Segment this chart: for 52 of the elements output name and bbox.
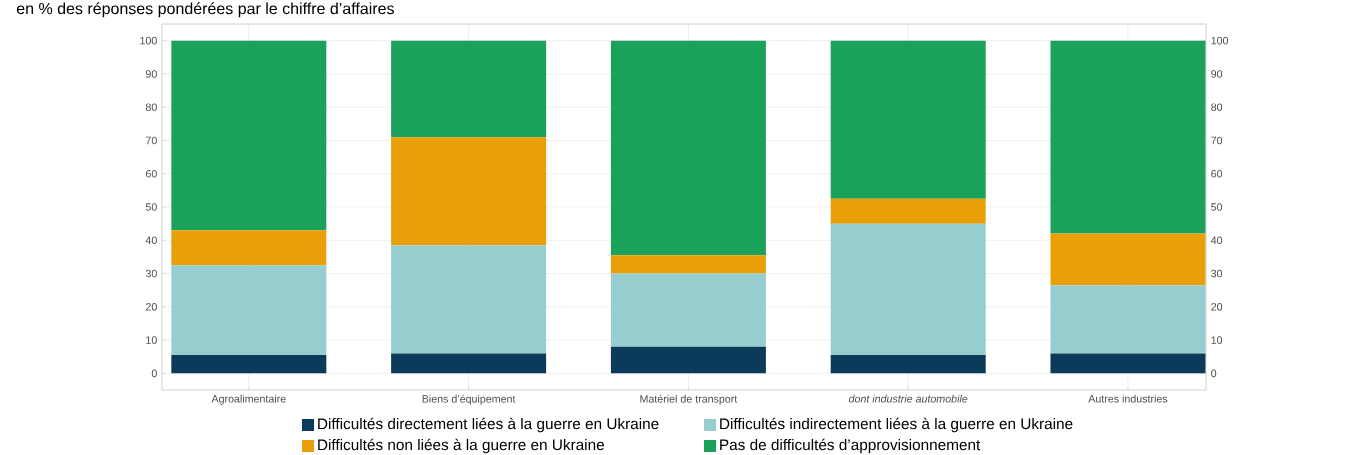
bar [391, 353, 547, 374]
bar [830, 223, 986, 356]
y-tick-label: 0 [1211, 369, 1217, 378]
y2-tick-label: 80 [145, 103, 157, 111]
y-tick-label: 20 [1211, 303, 1223, 311]
legend-label: Difficultés non liées à la guerre en Ukraine [318, 438, 604, 454]
y2-tick-label: 20 [145, 303, 157, 311]
bar [171, 230, 327, 266]
y-tick-label: 70 [1211, 136, 1223, 145]
x-tick-label: Autres industries [1088, 394, 1168, 403]
bar [610, 40, 766, 256]
y2-tick-label: 70 [145, 136, 157, 145]
bar [171, 40, 327, 231]
y-tick-label: 10 [1211, 336, 1223, 344]
y-tick-label: 50 [1211, 203, 1223, 211]
chart-subtitle: en % des réponses pondérées par le chiffre d’affaires [16, 2, 394, 18]
bar [610, 346, 766, 374]
bar [610, 273, 766, 347]
y-tick-label: 100 [1211, 36, 1229, 45]
y-tick-label: 80 [1211, 103, 1223, 111]
bar [1050, 285, 1206, 354]
y2-tick-label: 10 [146, 336, 157, 344]
x-tick-label: Matériel de transport [640, 394, 738, 405]
bar [391, 137, 547, 246]
y2-tick-label: 50 [145, 203, 157, 211]
legend-label: Pas de difficultés d’approvisionnement [720, 438, 981, 454]
y2-tick-label: 40 [145, 236, 157, 245]
y2-tick-label: 90 [145, 70, 157, 78]
y2-tick-label: 0 [151, 369, 157, 378]
legend-label: Difficultés indirectement liées à la guerre en Ukraine [720, 417, 1073, 433]
x-tick-label: Agroalimentaire [211, 394, 286, 405]
bar [1050, 353, 1206, 374]
y2-tick-label: 60 [145, 169, 157, 178]
y-tick-label: 30 [1211, 269, 1223, 278]
legend-label: Difficultés directement liées à la guerre en Ukraine [318, 417, 659, 433]
x-tick-label: dont industrie automobile [848, 394, 968, 403]
bar [171, 355, 327, 374]
y2-tick-label: 30 [145, 269, 157, 278]
bar [1050, 233, 1206, 286]
bar [171, 265, 327, 356]
bar [1050, 40, 1206, 234]
y-tick-label: 90 [1211, 70, 1223, 78]
bar [830, 198, 986, 224]
y2-tick-label: 100 [140, 36, 157, 45]
bar [391, 40, 547, 138]
y-tick-label: 40 [1210, 236, 1223, 245]
bar [610, 255, 766, 274]
bar [391, 245, 547, 354]
bar [830, 355, 986, 374]
y-tick-label: 60 [1211, 169, 1223, 178]
bar [830, 40, 986, 199]
x-tick-label: Biens d’équipement [422, 394, 516, 405]
